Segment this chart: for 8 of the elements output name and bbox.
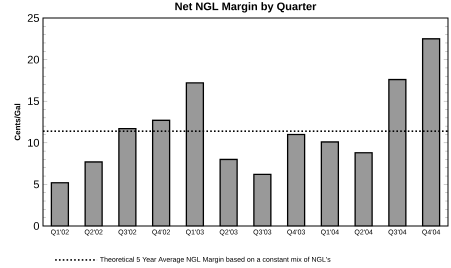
y-tick-label: 5	[34, 180, 40, 188]
y-axis-title: Cents/Gal	[14, 104, 20, 140]
y-tick-label: 0	[34, 222, 40, 230]
chart-title: Net NGL Margin by Quarter	[175, 2, 316, 12]
y-tick-label: 15	[28, 97, 39, 106]
y-tick-label: 25	[28, 14, 39, 22]
y-tick-label: 20	[28, 56, 40, 64]
y-tick-label: 10	[28, 138, 40, 147]
